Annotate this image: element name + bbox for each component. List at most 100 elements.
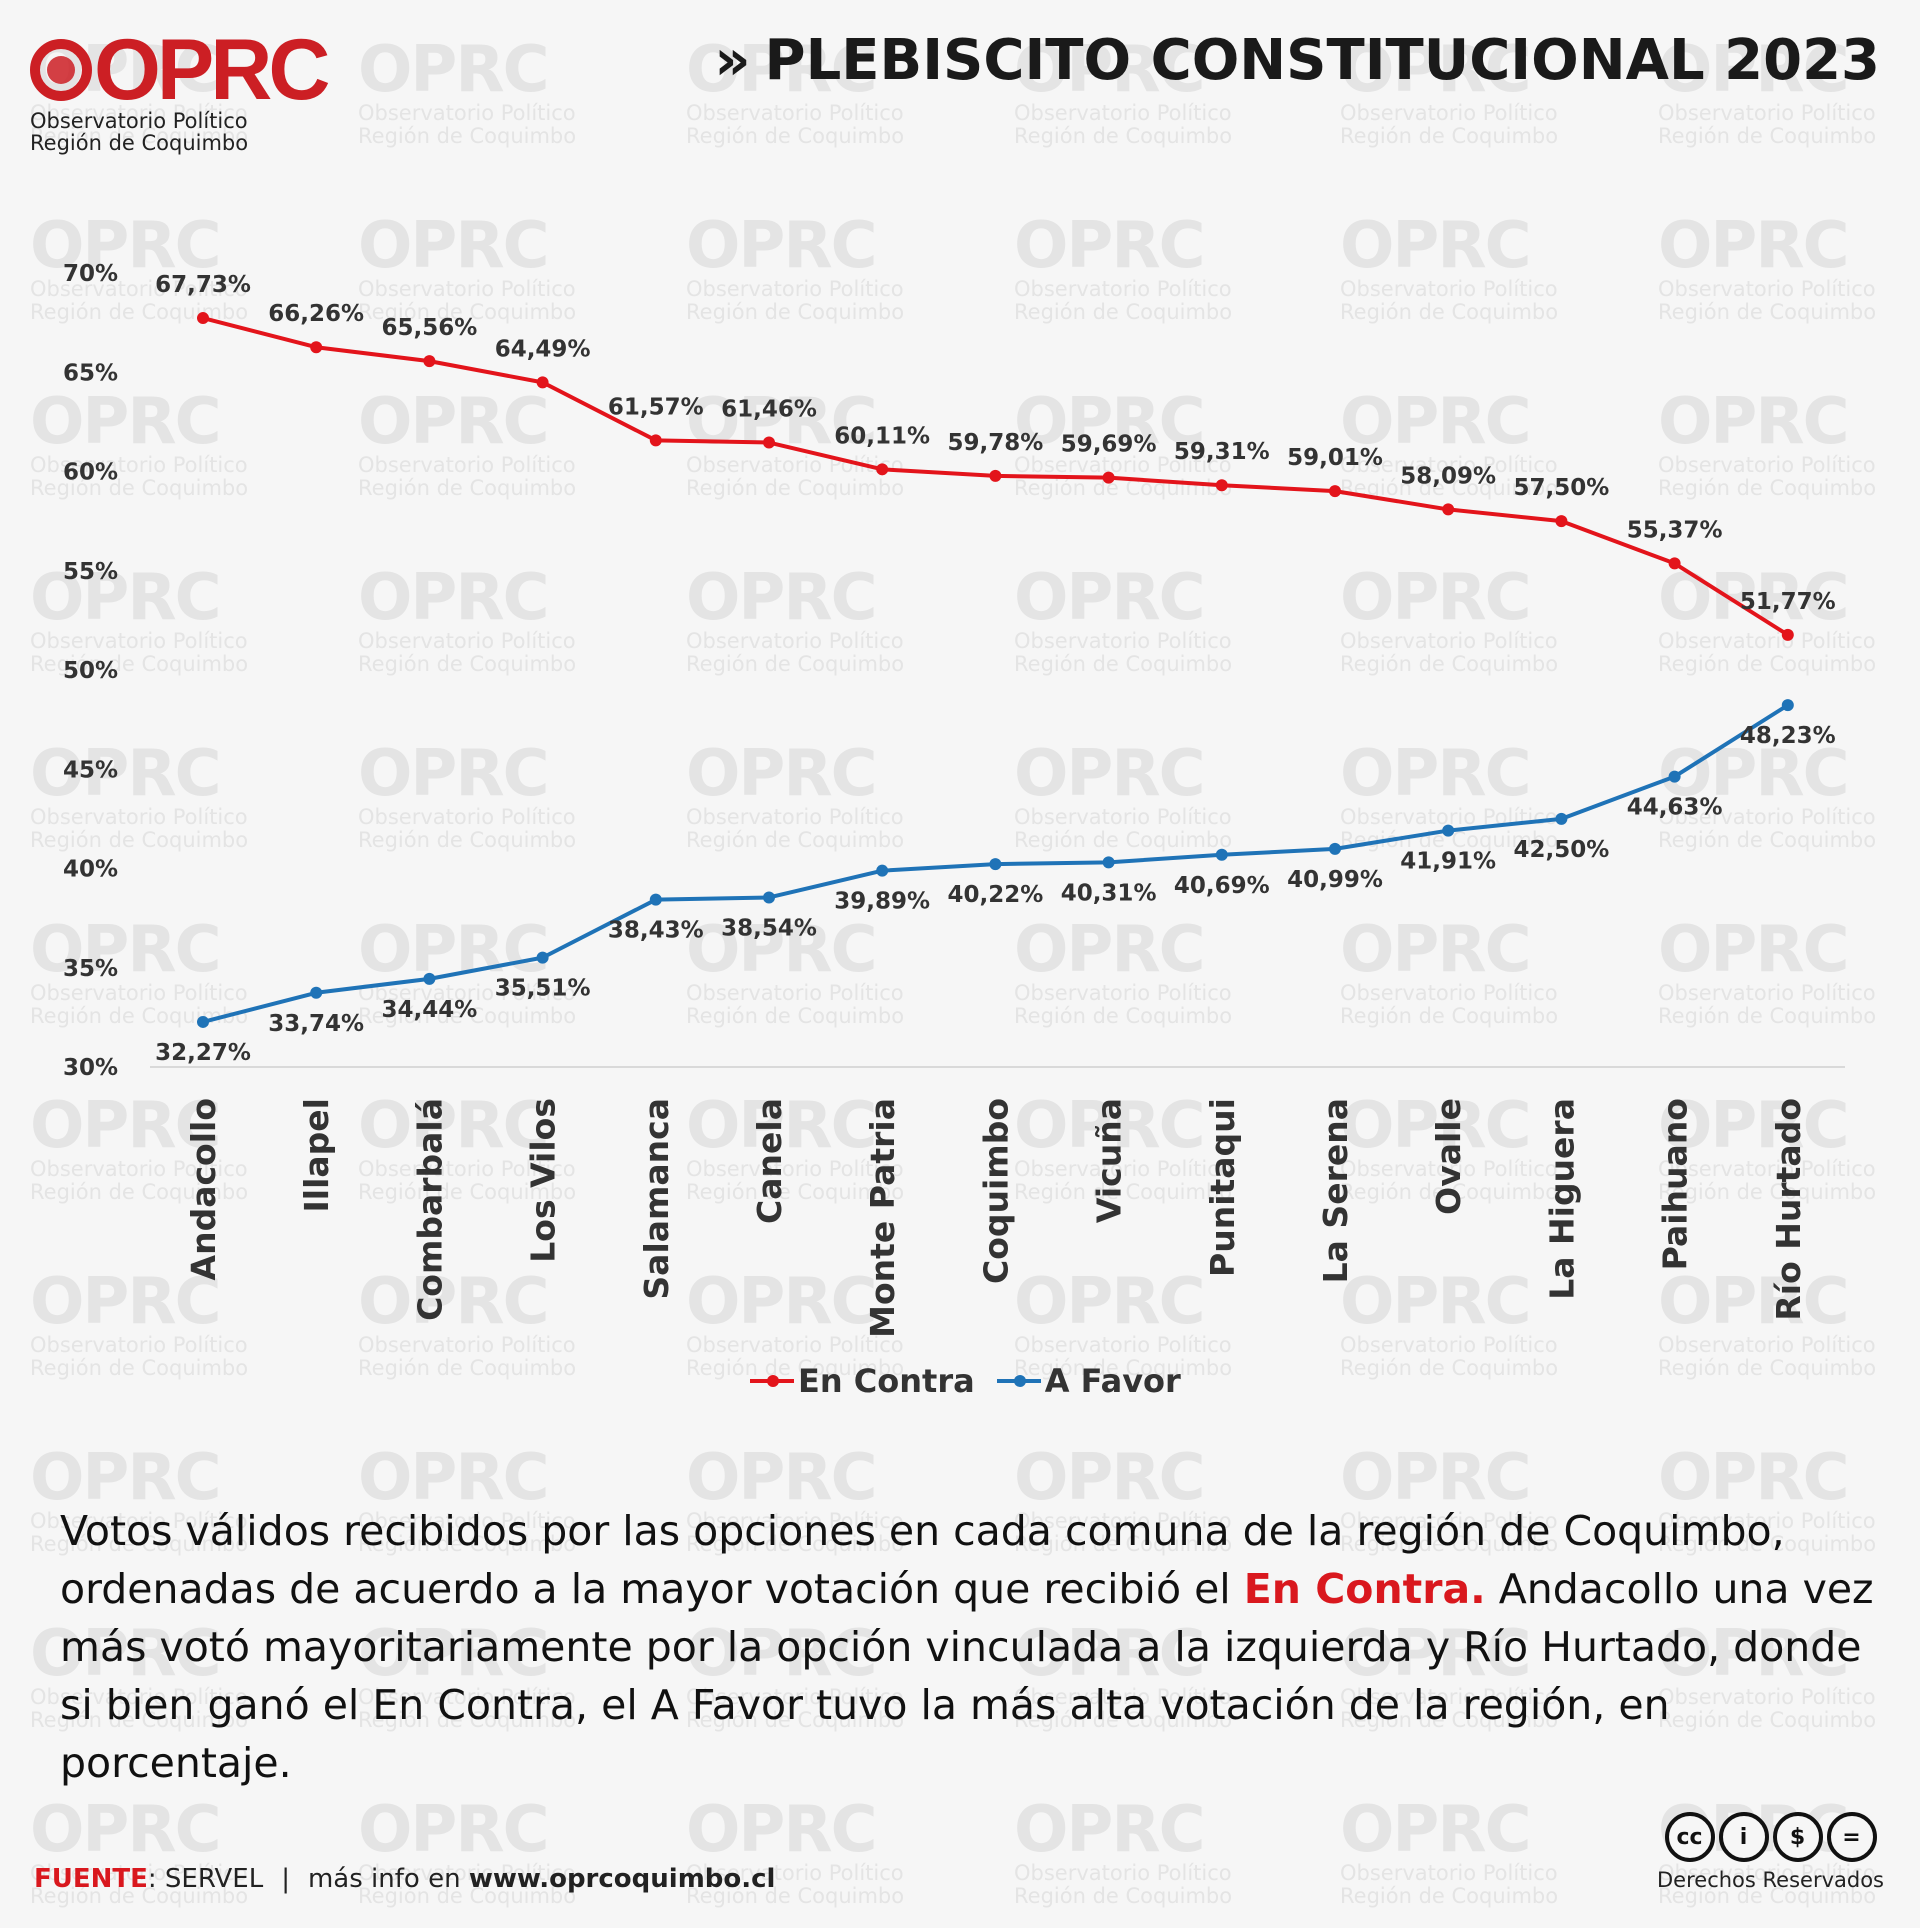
data-point [876, 463, 889, 476]
data-label: 40,99% [1287, 867, 1383, 893]
data-label: 33,74% [268, 1011, 364, 1037]
legend-item-a-favor: A Favor [996, 1362, 1181, 1400]
data-label: 44,63% [1627, 795, 1723, 821]
logo-eye-icon [30, 39, 92, 101]
footer-source: FUENTE: SERVEL | más info en www.oprcoquim… [34, 1864, 775, 1894]
data-label: 58,09% [1400, 463, 1496, 489]
data-label: 55,37% [1627, 517, 1723, 543]
data-point [649, 434, 662, 447]
data-point [310, 341, 323, 354]
data-label: 38,54% [721, 915, 817, 941]
data-label: 64,49% [495, 336, 591, 362]
oprc-logo: OPRC Observatorio Político Región de Coq… [30, 22, 330, 155]
x-tick-label: Monte Patria [863, 1098, 902, 1338]
website-link[interactable]: www.oprcoquimbo.cl [468, 1864, 776, 1894]
chart-legend: En Contra A Favor [750, 1362, 1203, 1400]
license-badge: cc i $ = Derechos Reservados [1657, 1812, 1884, 1892]
logo-subtitle-line1: Observatorio Político [30, 109, 248, 133]
x-tick-label: Los Vilos [524, 1098, 563, 1263]
data-label: 61,57% [608, 394, 704, 420]
data-label: 60,11% [834, 423, 930, 449]
source-key: FUENTE [34, 1864, 148, 1894]
x-tick-label: Illapel [297, 1098, 336, 1213]
data-label: 51,77% [1740, 589, 1836, 615]
x-tick-label: Punitaqui [1203, 1098, 1242, 1277]
legend-item-en-contra: En Contra [750, 1362, 975, 1400]
data-point [310, 986, 323, 999]
data-point [1555, 812, 1568, 825]
y-tick-label: 50% [63, 658, 118, 684]
x-tick-label: Río Hurtado [1769, 1098, 1808, 1321]
x-tick-label: La Higuera [1542, 1098, 1581, 1300]
data-point [1668, 770, 1681, 783]
data-label: 48,23% [1740, 723, 1836, 749]
data-label: 67,73% [155, 272, 251, 298]
data-point [1329, 842, 1341, 855]
data-label: 34,44% [382, 997, 478, 1023]
y-tick-label: 40% [63, 857, 118, 883]
data-label: 65,56% [382, 315, 478, 341]
logo-wordmark: OPRC [94, 22, 330, 118]
license-icons: cc i $ = [1657, 1812, 1884, 1862]
data-label: 66,26% [268, 301, 364, 327]
data-label: 40,22% [948, 882, 1044, 908]
data-point [1442, 503, 1455, 516]
data-point [423, 355, 436, 368]
data-point [989, 858, 1002, 871]
data-label: 35,51% [495, 976, 591, 1002]
data-point [763, 891, 775, 904]
data-label: 59,31% [1174, 439, 1270, 465]
data-label: 59,01% [1287, 445, 1383, 471]
data-point [1781, 628, 1794, 641]
legend-label-en-contra: En Contra [798, 1362, 975, 1400]
data-point [1442, 824, 1455, 837]
data-point [197, 1015, 209, 1028]
data-point [649, 893, 662, 906]
data-point [763, 436, 775, 449]
logo-mark: OPRC [30, 22, 330, 118]
data-point [1555, 515, 1568, 528]
data-label: 57,50% [1514, 475, 1610, 501]
y-tick-label: 65% [63, 360, 118, 386]
legend-label-a-favor: A Favor [1044, 1362, 1181, 1400]
x-tick-label: La Serena [1316, 1098, 1355, 1283]
y-tick-label: 45% [63, 757, 118, 783]
data-label: 41,91% [1400, 849, 1496, 875]
nd-icon: = [1826, 1812, 1877, 1862]
data-point [1102, 471, 1115, 484]
y-tick-label: 60% [63, 460, 118, 486]
x-tick-label: Canela [750, 1098, 789, 1224]
data-point [197, 312, 209, 325]
by-icon: i [1718, 1812, 1769, 1862]
data-point [536, 376, 549, 389]
footer-separator: | [281, 1864, 290, 1894]
cc-icon: cc [1664, 1812, 1715, 1862]
license-text: Derechos Reservados [1657, 1868, 1884, 1892]
data-label: 40,31% [1061, 880, 1157, 906]
line-chart: 30% 35% 40% 45% 50% 55% 60% 65% 70% Andacollo Illa… [63, 261, 1845, 1338]
description-highlight: En Contra. [1243, 1565, 1486, 1613]
y-tick-label: 35% [63, 956, 118, 982]
source-value: : SERVEL [147, 1864, 264, 1894]
data-point [1102, 856, 1115, 869]
x-tick-label: Andacollo [184, 1098, 223, 1280]
data-point [536, 951, 549, 964]
data-point [1215, 479, 1228, 492]
data-label: 61,46% [721, 397, 817, 423]
x-tick-label: Paihuano [1656, 1098, 1695, 1270]
description-text-part1: Votos válidos recibidos por las opciones… [60, 1507, 1785, 1613]
data-label: 42,50% [1514, 837, 1610, 863]
data-label: 40,69% [1174, 873, 1270, 899]
chevron-right-icon: » [714, 28, 750, 93]
x-tick-label: Salamanca [637, 1098, 676, 1300]
nc-icon: $ [1772, 1812, 1823, 1862]
data-point [1668, 557, 1681, 570]
logo-subtitle-line2: Región de Coquimbo [30, 131, 249, 155]
data-label: 32,27% [155, 1040, 251, 1066]
data-point [1215, 848, 1228, 861]
data-point [989, 469, 1002, 482]
